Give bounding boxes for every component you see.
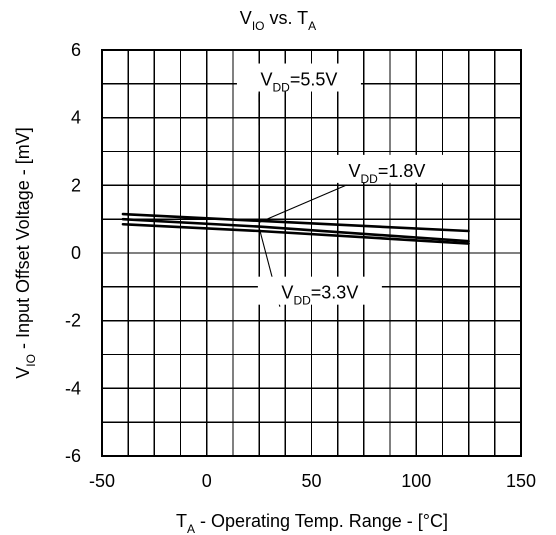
annotation-box-2 bbox=[324, 154, 449, 183]
x-tick-label: 150 bbox=[506, 471, 536, 491]
series-line-2 bbox=[121, 222, 470, 245]
annotation-label-3: VDD=3.3V bbox=[281, 283, 358, 308]
x-tick-label: -50 bbox=[89, 471, 115, 491]
x-tick-label: 0 bbox=[202, 471, 212, 491]
x-axis-title: TA - Operating Temp. Range - [°C] bbox=[176, 511, 448, 535]
y-tick-label: 2 bbox=[71, 175, 81, 195]
annotation-leader-line-2 bbox=[258, 184, 348, 224]
x-tick-label: 100 bbox=[401, 471, 431, 491]
plot-area-frame bbox=[101, 49, 522, 457]
series-line-3 bbox=[121, 217, 470, 243]
annotation-label-2: VDD=1.8V bbox=[348, 161, 425, 186]
x-tick-label: 50 bbox=[301, 471, 321, 491]
y-axis-title: VIO - Input Offset Voltage - [mV] bbox=[13, 127, 38, 378]
grid-lines bbox=[101, 49, 522, 457]
annotation-box-1 bbox=[236, 63, 361, 92]
series-annotations: VDD=5.5V VDD=1.8V VDD=3.3V bbox=[236, 63, 449, 308]
y-tick-label: 4 bbox=[71, 108, 81, 128]
y-tick-label: 6 bbox=[71, 40, 81, 60]
annotation-box-3 bbox=[257, 276, 382, 305]
y-tick-label: -2 bbox=[65, 311, 81, 331]
y-tick-label: 0 bbox=[71, 243, 81, 263]
y-tick-label: -4 bbox=[65, 378, 81, 398]
y-tick-label: -6 bbox=[65, 446, 81, 466]
chart-title: VIO vs. TA bbox=[240, 8, 316, 33]
annotation-label-1: VDD=5.5V bbox=[260, 70, 337, 95]
